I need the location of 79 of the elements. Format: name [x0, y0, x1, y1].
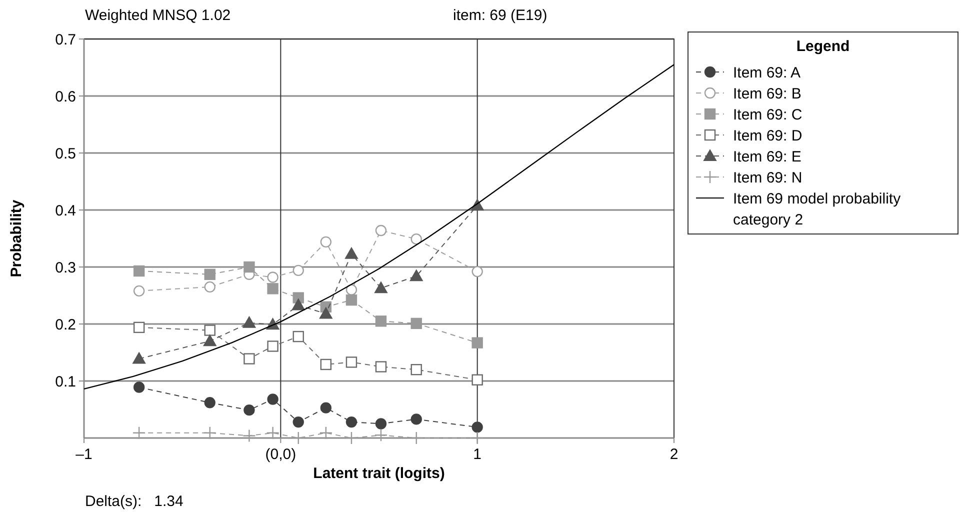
y-axis-title: Probability [8, 199, 25, 278]
point [244, 353, 255, 364]
y-tick-label: 0.3 [55, 259, 76, 276]
point [132, 352, 146, 364]
point [292, 330, 304, 342]
point [242, 316, 256, 328]
x-axis-title: Latent trait (logits) [313, 465, 445, 482]
point [375, 418, 387, 430]
text: Delta(s): 1.34 [85, 493, 184, 510]
legend-label: Item 69: D [733, 127, 802, 144]
legend-title: Legend [796, 38, 850, 55]
point [132, 426, 146, 440]
point [375, 224, 387, 236]
y-tick-label: 0.6 [55, 88, 76, 106]
point [267, 283, 278, 294]
point [204, 397, 216, 408]
y-tick-label: 0.1 [55, 373, 76, 390]
x-tick-label: 1 [473, 446, 482, 463]
point [267, 272, 278, 283]
legend-label: Item 69: B [733, 85, 802, 102]
x-tick-label: 2 [670, 446, 678, 463]
text: Weighted MNSQ 1.02 [85, 7, 231, 24]
point [204, 268, 216, 280]
point [470, 431, 484, 445]
point [242, 429, 256, 442]
point [320, 236, 332, 248]
legend-label: Item 69: E [733, 148, 802, 166]
point [346, 294, 358, 306]
legend-label: Item 69: N [733, 169, 802, 186]
point [244, 261, 255, 273]
point [472, 266, 483, 278]
x-tick-label: (0,0) [265, 446, 296, 463]
point [266, 426, 280, 440]
chart-title: item: 69 (E19) [453, 7, 548, 24]
point [133, 285, 145, 297]
x-tick-label: –1 [76, 446, 92, 463]
point [374, 428, 388, 442]
point [344, 431, 358, 445]
point [204, 324, 216, 336]
point [133, 265, 145, 277]
point [267, 340, 278, 352]
point [410, 414, 422, 425]
point [346, 284, 358, 296]
y-tick-label: 0.2 [55, 316, 76, 334]
point [267, 394, 278, 405]
legend-label: Item 69: A [733, 64, 801, 82]
point [472, 422, 483, 433]
point [133, 382, 145, 393]
point [346, 416, 358, 428]
legend-label: Item 69 model probability category 2 [733, 190, 902, 228]
point [410, 318, 422, 330]
point [203, 426, 216, 440]
point [203, 334, 216, 346]
point [320, 358, 332, 370]
point [320, 402, 332, 414]
point [204, 281, 216, 293]
point [133, 322, 145, 334]
y-tick-label: 0.4 [55, 202, 76, 220]
legend-label: Item 69: C [733, 106, 802, 124]
point [410, 270, 423, 282]
point [410, 364, 422, 376]
point [374, 282, 388, 294]
point [292, 298, 305, 310]
point [344, 247, 358, 259]
point [410, 233, 422, 245]
point [319, 426, 332, 440]
point [292, 416, 304, 428]
point [375, 316, 387, 327]
point [410, 431, 423, 445]
point [375, 361, 387, 372]
point [244, 404, 255, 416]
point [472, 337, 483, 348]
point [319, 307, 332, 319]
point [472, 374, 483, 386]
y-tick-label: 0.5 [55, 145, 76, 162]
point [292, 431, 305, 445]
point [346, 356, 358, 368]
point [292, 264, 304, 276]
y-tick-label: 0.7 [55, 31, 76, 48]
